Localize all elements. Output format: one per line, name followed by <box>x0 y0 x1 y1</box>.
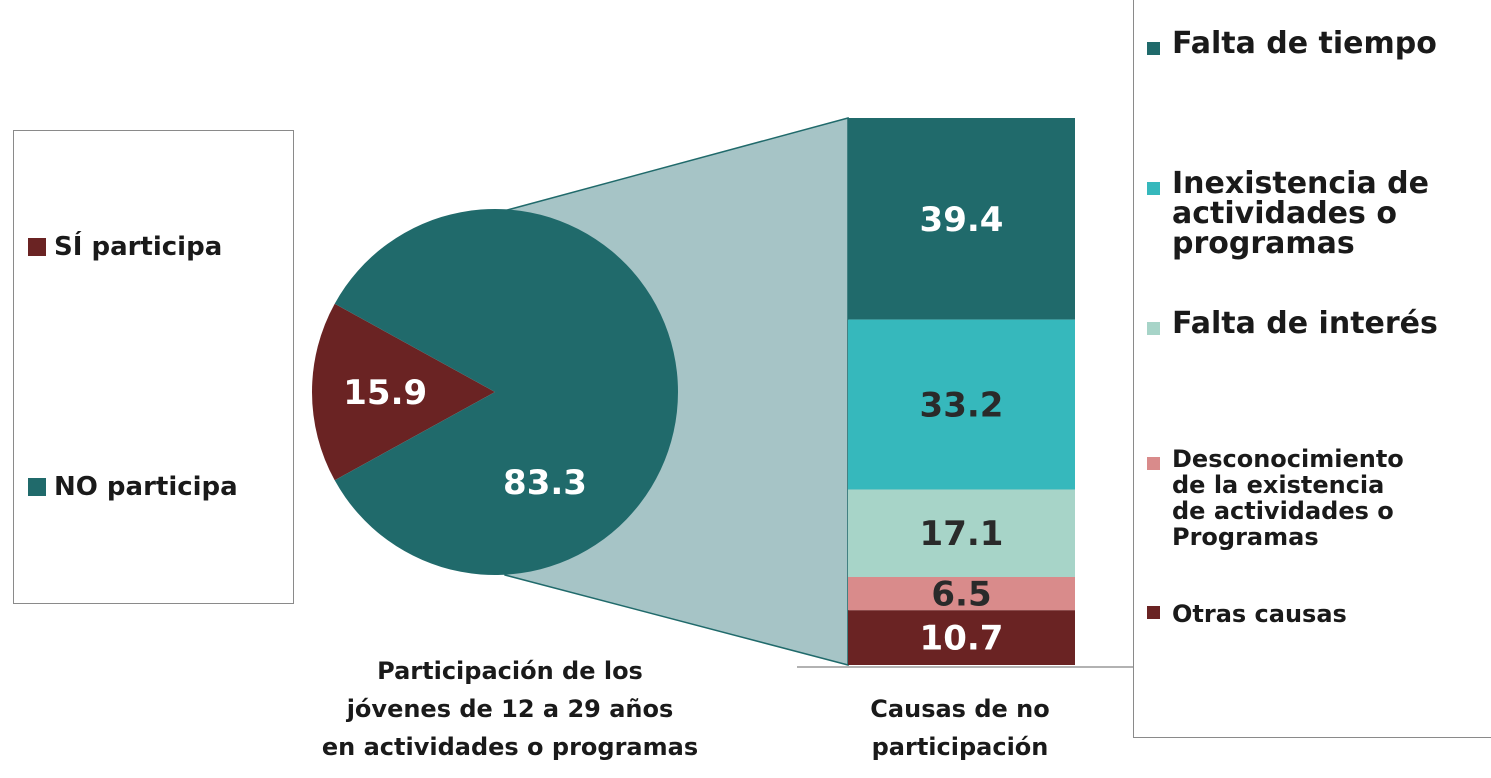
bar-segment <box>848 576 1075 611</box>
chart-title: Causas de no participación <box>870 695 1050 761</box>
bar-segment <box>848 489 1075 577</box>
legend-label: Falta de interés <box>1172 306 1438 341</box>
chart-title: Participación de los jóvenes de 12 a 29 … <box>321 657 699 761</box>
data-label: 39.4 <box>920 200 1004 240</box>
legend-box <box>1133 0 1491 738</box>
data-label: 15.9 <box>343 373 427 413</box>
bar-segment <box>848 319 1075 490</box>
pie-slice <box>311 303 495 481</box>
legend-swatch <box>1147 182 1160 195</box>
legend-swatch <box>1147 457 1160 470</box>
data-label: 83.3 <box>503 463 587 503</box>
legend-swatch <box>1147 606 1160 619</box>
data-label: 17.1 <box>920 514 1004 554</box>
legend-swatch <box>1147 42 1160 55</box>
legend-box <box>13 130 294 604</box>
legend-swatch <box>1147 322 1160 335</box>
legend-label: Inexistencia de actividades o programas <box>1172 166 1429 261</box>
data-label: 6.5 <box>931 575 991 615</box>
pie-slice <box>334 208 678 576</box>
bar-segment <box>848 610 1075 665</box>
legend-label: Falta de tiempo <box>1172 26 1437 61</box>
data-label: 10.7 <box>920 619 1004 659</box>
legend-label: NO participa <box>54 472 238 502</box>
legend-label: Desconocimiento de la existencia de acti… <box>1172 445 1404 551</box>
legend-swatch <box>28 478 46 496</box>
bar-segment <box>848 118 1075 320</box>
legend-swatch <box>28 238 46 256</box>
data-label: 33.2 <box>920 386 1004 426</box>
legend-label: Otras causas <box>1172 600 1347 628</box>
legend-label: SÍ participa <box>54 232 223 262</box>
